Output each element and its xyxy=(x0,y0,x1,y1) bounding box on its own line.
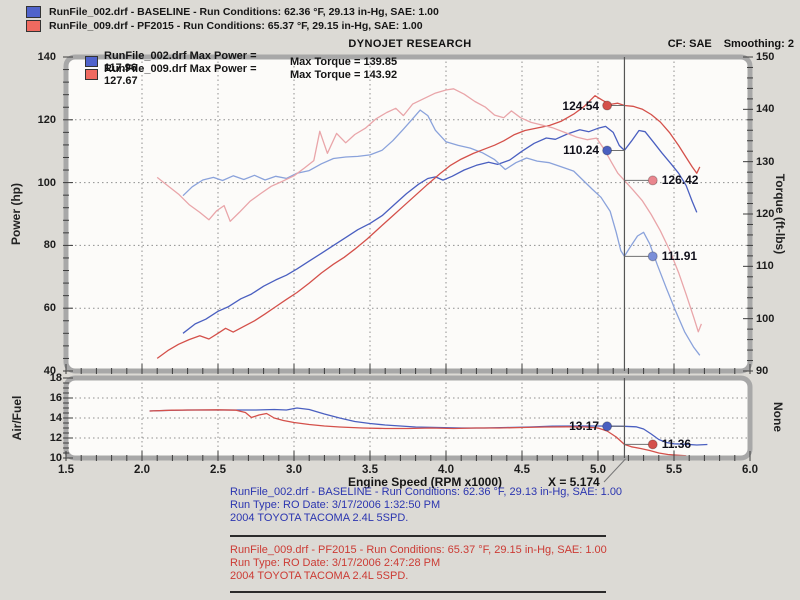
power-axis-tick-label: 40 xyxy=(43,365,56,377)
power-axis-tick-label: 140 xyxy=(37,51,56,63)
power-axis-tick-label: 120 xyxy=(37,113,56,126)
pf2015-power-cursor-dot xyxy=(602,100,613,111)
run-info-baseline-line3: 2004 TOYOTA TACOMA 2.4L 5SPD. xyxy=(230,512,409,524)
gridlines xyxy=(66,56,750,371)
x-axis-tick-label: 1.5 xyxy=(58,464,74,476)
x-axis-tick-label: 4.0 xyxy=(438,464,454,476)
airfuel-axis-tick-label: 16 xyxy=(49,392,62,404)
airfuel-axis-tick-label: 18 xyxy=(49,372,62,384)
run-legend-row-pf2015[interactable]: RunFile_009.drf - PF2015 - Run Condition… xyxy=(26,19,439,32)
page-title: DYNOJET RESEARCH xyxy=(348,38,472,50)
baseline-max-torque: Max Torque = 139.85 xyxy=(290,55,398,68)
x-axis-tick-label: 5.5 xyxy=(666,464,682,476)
baseline-af-cursor-dot xyxy=(602,421,613,432)
pf2015-torque-cursor-dot xyxy=(647,175,658,186)
correction-factor-label: CF: SAE xyxy=(667,38,712,50)
run-info-pf2015: RunFile_009.drf - PF2015 - Run Condition… xyxy=(230,544,607,583)
smoothing-label: Smoothing: 2 xyxy=(723,38,794,50)
x-axis-tick-label: 4.5 xyxy=(514,464,530,476)
pf2015-power-cursor-value: 124.54 xyxy=(562,98,600,113)
x-axis-tick-label: 6.0 xyxy=(742,464,758,476)
airfuel-axis-tick-label: 14 xyxy=(49,412,62,424)
run-legend-row-baseline[interactable]: RunFile_002.drf - BASELINE - Run Conditi… xyxy=(26,5,439,18)
x-axis-title: Engine Speed (RPM x1000) xyxy=(347,475,503,489)
baseline-power-curve xyxy=(182,125,698,334)
pf2015-torque-cursor-value: 126.42 xyxy=(661,173,699,188)
torque-axis-tick-label: 110 xyxy=(756,260,774,273)
x-axis-tick-label: 2.5 xyxy=(210,464,226,476)
pf2015-power-curve xyxy=(156,95,701,359)
curves xyxy=(156,88,703,359)
pf2015-airfuel-curve xyxy=(149,409,687,457)
torque-axis-tick-label: 90 xyxy=(756,365,769,377)
gridlines xyxy=(66,378,750,458)
pf2015-color-swatch xyxy=(85,69,98,80)
run-legend-text-pf2015: RunFile_009.drf - PF2015 - Run Condition… xyxy=(49,19,423,32)
pf2015-torque-curve xyxy=(156,88,703,333)
torque-axis-tick-label: 120 xyxy=(756,208,775,220)
pf2015-af-cursor-dot xyxy=(647,439,658,450)
run-info-pf2015-line1: RunFile_009.drf - PF2015 - Run Condition… xyxy=(230,544,607,556)
pf2015-af-cursor-value: 11.36 xyxy=(661,437,692,452)
baseline-torque-curve xyxy=(182,109,701,356)
max-values-row-pf2015: RunFile_009.drf Max Power = 127.67 Max T… xyxy=(85,63,398,87)
run-info-baseline-line1: RunFile_002.drf - BASELINE - Run Conditi… xyxy=(230,486,623,498)
baseline-color-swatch xyxy=(85,56,98,67)
correction-settings: CF: SAE Smoothing: 2 xyxy=(668,38,794,50)
baseline-torque-cursor-value: 111.91 xyxy=(661,249,698,264)
max-values-row-baseline: RunFile_002.drf Max Power = 117.96 Max T… xyxy=(85,50,398,74)
cursor-x-readout: X = 5.174 xyxy=(548,475,600,489)
power-axis-tick-label: 80 xyxy=(43,239,56,252)
airfuel-axis-tick-label: 12 xyxy=(49,432,62,444)
run-legend-text-baseline: RunFile_002.drf - BASELINE - Run Conditi… xyxy=(49,5,439,18)
baseline-airfuel-curve xyxy=(149,407,708,446)
run-info-pf2015-line3: 2004 TOYOTA TACOMA 2.4L 5SPD. xyxy=(230,570,409,582)
airfuel-axis-tick-label: 10 xyxy=(49,452,62,464)
baseline-torque-cursor-dot xyxy=(647,251,658,262)
torque-axis-tick-label: 130 xyxy=(756,155,775,168)
run-info-baseline-line2: Run Type: RO Date: 3/17/2006 1:32:50 PM xyxy=(230,499,441,511)
x-axis-tick-label: 5.0 xyxy=(590,464,606,476)
power-axis-tick-label: 60 xyxy=(43,302,56,315)
curves xyxy=(149,407,708,457)
pf2015-color-swatch xyxy=(26,19,41,32)
axis-ticks xyxy=(63,56,753,374)
pf2015-max-power: RunFile_009.drf Max Power = 127.67 xyxy=(104,62,257,87)
x-axis-tick-label: 2.0 xyxy=(134,464,150,476)
run-info-baseline: RunFile_002.drf - BASELINE - Run Conditi… xyxy=(230,486,622,525)
torque-axis-tick-label: 100 xyxy=(756,312,775,325)
baseline-max-power: RunFile_002.drf Max Power = 117.96 xyxy=(104,49,257,74)
baseline-power-cursor-value: 110.24 xyxy=(563,143,600,158)
torque-axis-tick-label: 150 xyxy=(756,51,775,63)
baseline-af-cursor-value: 13.17 xyxy=(569,419,600,434)
x-axis-tick-label: 3.5 xyxy=(362,464,378,476)
divider xyxy=(230,591,606,593)
x-axis-tick-label: 3.0 xyxy=(286,464,302,476)
cursor-callout-line xyxy=(603,458,626,483)
baseline-power-cursor-dot xyxy=(602,145,613,156)
baseline-color-swatch xyxy=(26,5,41,18)
pf2015-max-torque: Max Torque = 143.92 xyxy=(290,68,398,81)
power-axis-tick-label: 100 xyxy=(37,176,56,189)
run-legend: RunFile_002.drf - BASELINE - Run Conditi… xyxy=(26,5,439,33)
axis-ticks xyxy=(63,377,751,461)
divider xyxy=(230,535,606,537)
power-axis-title: Power (hp) xyxy=(9,183,23,245)
torque-axis-tick-label: 140 xyxy=(756,103,775,116)
plot-background xyxy=(66,57,750,371)
run-info-pf2015-line2: Run Type: RO Date: 3/17/2006 2:47:28 PM xyxy=(230,557,441,569)
max-values-legend: RunFile_002.drf Max Power = 117.96 Max T… xyxy=(85,50,398,87)
